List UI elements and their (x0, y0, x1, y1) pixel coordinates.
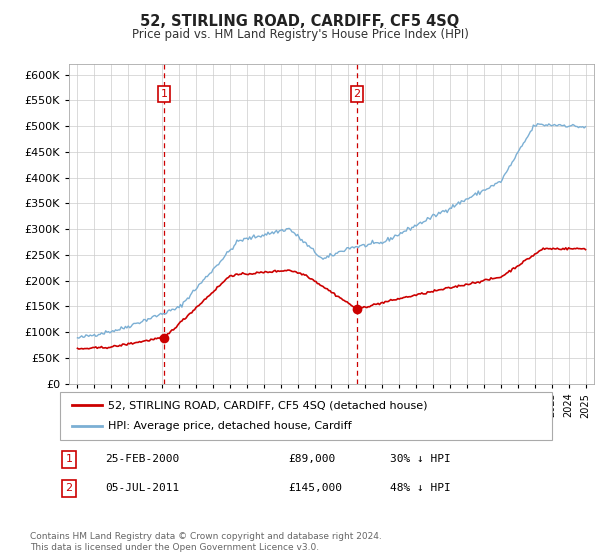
Text: 52, STIRLING ROAD, CARDIFF, CF5 4SQ: 52, STIRLING ROAD, CARDIFF, CF5 4SQ (140, 14, 460, 29)
Text: 2: 2 (65, 483, 73, 493)
Text: £145,000: £145,000 (288, 483, 342, 493)
Text: Price paid vs. HM Land Registry's House Price Index (HPI): Price paid vs. HM Land Registry's House … (131, 28, 469, 41)
Text: 1: 1 (161, 88, 167, 99)
Text: 30% ↓ HPI: 30% ↓ HPI (390, 454, 451, 464)
Text: Contains HM Land Registry data © Crown copyright and database right 2024.
This d: Contains HM Land Registry data © Crown c… (30, 532, 382, 552)
Text: HPI: Average price, detached house, Cardiff: HPI: Average price, detached house, Card… (108, 421, 352, 431)
Text: 1: 1 (65, 454, 73, 464)
Text: 05-JUL-2011: 05-JUL-2011 (105, 483, 179, 493)
Text: £89,000: £89,000 (288, 454, 335, 464)
Text: 25-FEB-2000: 25-FEB-2000 (105, 454, 179, 464)
Text: 48% ↓ HPI: 48% ↓ HPI (390, 483, 451, 493)
Text: 2: 2 (353, 88, 361, 99)
Text: 52, STIRLING ROAD, CARDIFF, CF5 4SQ (detached house): 52, STIRLING ROAD, CARDIFF, CF5 4SQ (det… (108, 400, 427, 410)
